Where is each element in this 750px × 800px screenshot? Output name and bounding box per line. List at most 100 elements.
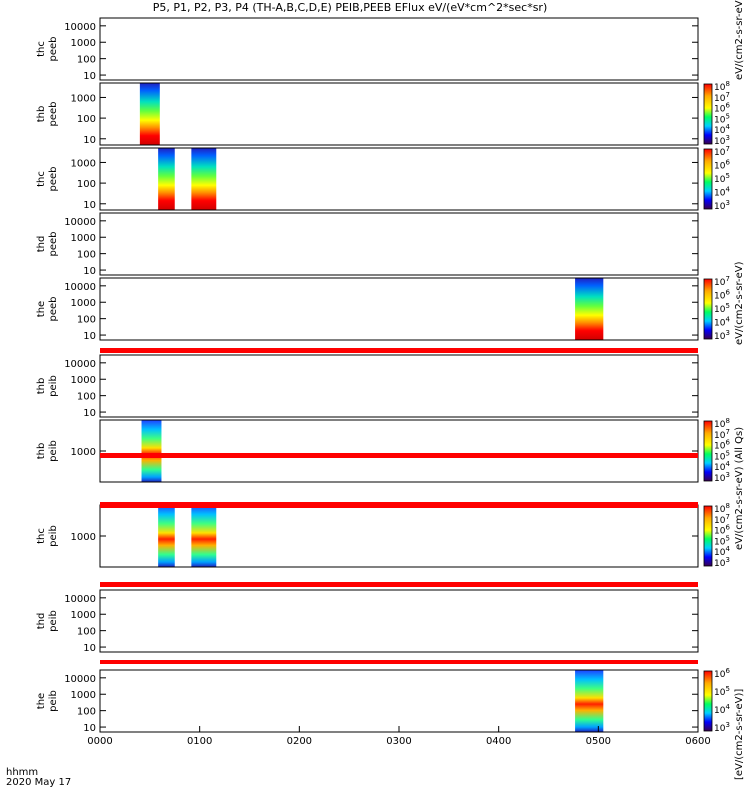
y-tick-label: 1000 [71, 447, 96, 458]
colorbar-tick-label: 106 [714, 159, 730, 172]
y-tick-label: 100 [77, 315, 96, 326]
panel-frame-thc-peeb [99, 17, 699, 81]
panel-label: thd peib [36, 610, 59, 632]
x-tick-label: 0100 [187, 736, 212, 747]
y-tick-label: 100 [77, 55, 96, 66]
y-tick-label: 10000 [64, 359, 96, 370]
colorbar-tick-label: 103 [714, 199, 730, 212]
colorbar-tick-label: 104 [714, 545, 730, 558]
panel-probe-label: thc [36, 41, 47, 57]
data-block-6-0 [141, 420, 162, 482]
colorbar-tick-label: 105 [714, 112, 730, 125]
colorbar-label-ion-all-qs: eV/(cm2-s-sr-eV) (All Qs) [734, 426, 745, 550]
panel-label: thc peib [36, 525, 59, 547]
panel-probe-label: thc [36, 528, 47, 544]
y-tick-label: 100 [77, 627, 96, 638]
y-tick-label: 10000 [64, 674, 96, 685]
colorbar-tick-label: 107 [714, 428, 730, 441]
colorbar-tick-label: 104 [714, 123, 730, 136]
panel-instrument-label: peeb [48, 102, 59, 127]
colorbar-label-electron-all-qs: eV/(cm2-s-sr-eV) (All Qs) [734, 0, 745, 80]
panel-frame-thd-peib [99, 589, 699, 653]
data-block-9-0 [575, 670, 604, 732]
panel-label: thd peeb [36, 232, 59, 257]
x-tick-label: 0000 [87, 736, 112, 747]
x-axis-date: 2020 May 17 [6, 777, 72, 788]
y-tick-label: 1000 [71, 610, 96, 621]
colorbar-tick-label: 106 [714, 102, 730, 115]
colorbar-the-peeb [703, 278, 713, 340]
x-tick-label: 0600 [685, 736, 710, 747]
colorbar-tick-label: 103 [714, 556, 730, 569]
colorbar-tick-label: 106 [714, 524, 730, 537]
panel-label: thc peeb [36, 167, 59, 192]
panel-frame-thb-peeb [99, 82, 699, 146]
panel-probe-label: thd [36, 236, 47, 253]
panel-probe-label: thb [36, 378, 47, 395]
data-block-2-1 [191, 148, 217, 210]
colorbar-tick-label: 107 [714, 513, 730, 526]
panel-instrument-label: peib [48, 375, 59, 397]
colorbar-tick-label: 108 [714, 502, 730, 515]
y-tick-label: 1000 [71, 690, 96, 701]
y-tick-label: 10 [83, 723, 96, 734]
panel-frame-thc-peeb [99, 147, 699, 211]
colorbar-tick-label: 104 [714, 316, 730, 329]
y-tick-label: 10 [83, 643, 96, 654]
data-block-4-0 [575, 278, 604, 340]
y-tick-label: 10 [83, 200, 96, 211]
y-tick-label: 100 [77, 707, 96, 718]
y-tick-label: 10000 [64, 282, 96, 293]
data-block-7-1 [191, 505, 217, 567]
panel-frame-thc-peib [99, 504, 699, 568]
colorbar-thc-peib [703, 505, 713, 567]
panel-instrument-label: peeb [48, 167, 59, 192]
x-tick-label: 0500 [586, 736, 611, 747]
y-tick-label: 10000 [64, 217, 96, 228]
x-tick-label: 0300 [386, 736, 411, 747]
panel-frame-the-peib [99, 669, 699, 733]
y-tick-label: 10 [83, 266, 96, 277]
colorbar-tick-label: 104 [714, 186, 730, 199]
colorbar-tick-label: 105 [714, 302, 730, 315]
y-tick-label: 10 [83, 71, 96, 82]
panel-frame-thb-peib [99, 354, 699, 418]
panel-instrument-label: peeb [48, 37, 59, 62]
panel-instrument-label: peib [48, 610, 59, 632]
colorbar-tick-label: 103 [714, 471, 730, 484]
y-tick-label: 1000 [71, 93, 96, 104]
panel-instrument-label: peeb [48, 297, 59, 322]
flag-band-0 [100, 348, 698, 353]
y-tick-label: 100 [77, 179, 96, 190]
panel-instrument-label: peib [48, 525, 59, 547]
y-tick-label: 10000 [64, 594, 96, 605]
panel-label: thb peeb [36, 102, 59, 127]
panel-instrument-label: peeb [48, 232, 59, 257]
y-tick-label: 1000 [71, 375, 96, 386]
colorbar-tick-label: 107 [714, 91, 730, 104]
colorbar-tick-label: 103 [714, 329, 730, 342]
y-tick-label: 1000 [71, 233, 96, 244]
colorbar-label-electron: eV/(cm2-s-sr-eV) [734, 261, 745, 345]
colorbar-tick-label: 106 [714, 667, 730, 680]
x-tick-label: 0400 [486, 736, 511, 747]
panel-probe-label: thc [36, 171, 47, 187]
panel-probe-label: thd [36, 613, 47, 630]
colorbar-tick-label: 103 [714, 721, 730, 734]
flag-band-4 [100, 660, 698, 664]
y-tick-label: 1000 [71, 532, 96, 543]
y-tick-label: 10 [83, 331, 96, 342]
panel-probe-label: the [36, 301, 47, 317]
panel-label: the peeb [36, 297, 59, 322]
colorbar-the-peib [703, 670, 713, 732]
panel-label: thc peeb [36, 37, 59, 62]
panel-frame-thb-peib [99, 419, 699, 483]
y-tick-label: 1000 [71, 38, 96, 49]
panel-instrument-label: peib [48, 440, 59, 462]
colorbar-tick-label: 103 [714, 134, 730, 147]
flag-band-2 [100, 502, 698, 508]
x-tick-label: 0200 [287, 736, 312, 747]
panel-probe-label: the [36, 693, 47, 709]
colorbar-tick-label: 104 [714, 460, 730, 473]
